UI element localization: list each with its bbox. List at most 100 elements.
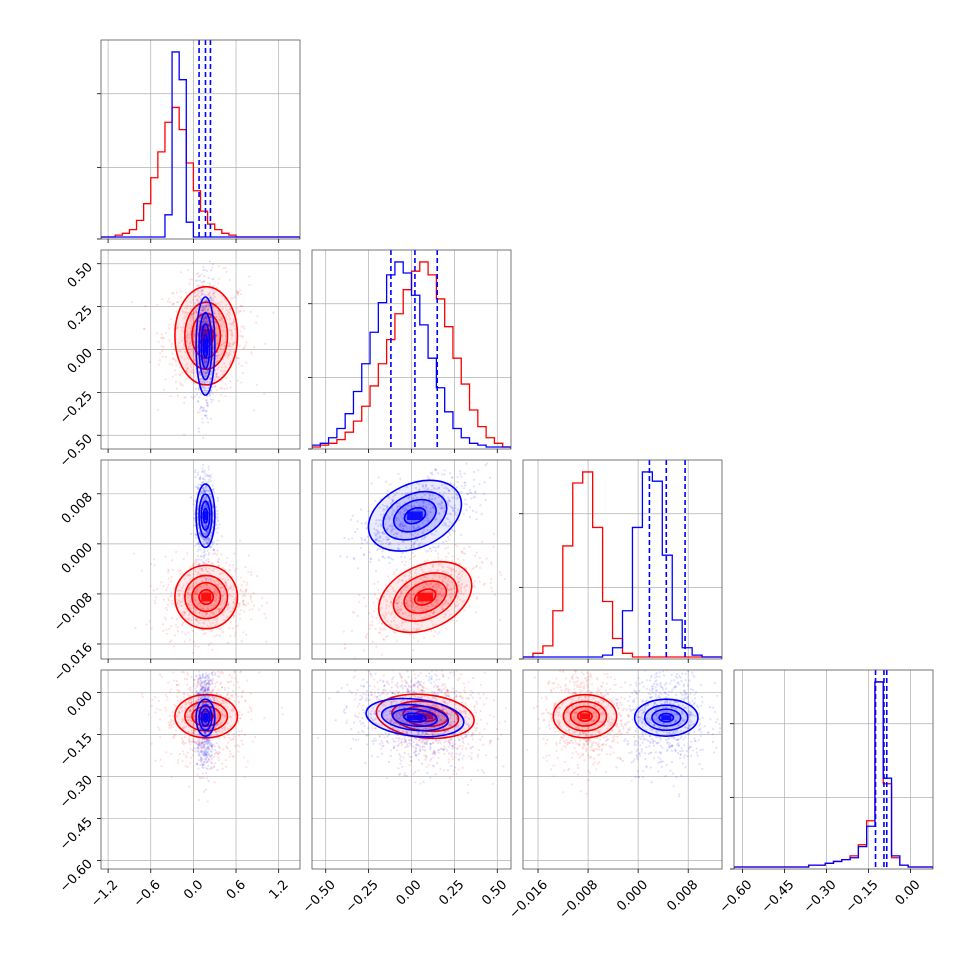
scatter-point [368, 612, 371, 615]
scatter-point [180, 604, 184, 608]
scatter-point [205, 578, 208, 581]
scatter-point [194, 485, 197, 488]
scatter-point [450, 593, 454, 596]
scatter-point [196, 554, 200, 558]
scatter-point [417, 628, 420, 631]
scatter-point [195, 592, 198, 595]
scatter-point [222, 267, 225, 270]
scatter-point [149, 585, 152, 588]
scatter-point [169, 726, 173, 729]
scatter-point [201, 649, 203, 651]
scatter-point [425, 582, 428, 585]
scatter-point [202, 370, 206, 373]
scatter-point [199, 313, 202, 316]
scatter-point [213, 745, 217, 748]
scatter-point [207, 528, 210, 531]
scatter-point [249, 595, 252, 598]
scatter-point [206, 368, 209, 372]
scatter-point [164, 331, 168, 335]
scatter-point [203, 320, 207, 323]
scatter-point [239, 334, 242, 338]
scatter-point [204, 326, 207, 330]
scatter-point [245, 633, 248, 636]
scatter-point [451, 581, 454, 584]
scatter-point [213, 567, 216, 570]
scatter-point [203, 358, 206, 361]
scatter-point [228, 317, 232, 320]
scatter-point [435, 599, 439, 602]
scatter-point [425, 550, 428, 553]
scatter-point [229, 379, 232, 383]
scatter-point [171, 352, 174, 355]
scatter-point [406, 604, 410, 607]
scatter-point [210, 580, 213, 583]
scatter-point [489, 581, 492, 584]
scatter-point [176, 589, 180, 592]
density-core-blue [203, 339, 207, 353]
scatter-point [218, 523, 221, 526]
scatter-point [411, 618, 414, 621]
scatter-point [412, 637, 416, 640]
scatter-point [431, 612, 435, 615]
scatter-point [208, 587, 211, 590]
hist-blue-1 [312, 261, 511, 449]
scatter-point [185, 336, 188, 339]
scatter-point [210, 569, 213, 572]
scatter-point [208, 768, 211, 771]
scatter-point [435, 469, 438, 472]
scatter-point [176, 325, 179, 329]
scatter-point [206, 612, 209, 615]
scatter-point [182, 696, 185, 699]
scatter-point [382, 638, 386, 641]
scatter-point [141, 695, 144, 698]
scatter-point [212, 569, 215, 572]
scatter-point [204, 299, 207, 303]
scatter-point [231, 632, 233, 634]
scatter-point [204, 410, 207, 413]
scatter-point [245, 589, 248, 592]
scatter-point [203, 408, 206, 412]
scatter-point [212, 579, 216, 582]
scatter-point [432, 546, 435, 549]
scatter-point [233, 664, 235, 666]
scatter-point [189, 496, 192, 499]
scatter-point [384, 611, 387, 614]
scatter-point [179, 382, 182, 385]
scatter-point [212, 548, 215, 551]
scatter-point [189, 342, 192, 345]
scatter-point [203, 490, 206, 493]
scatter-point [211, 398, 214, 401]
scatter-point [411, 593, 414, 597]
scatter-point [200, 304, 203, 307]
scatter-point [422, 579, 425, 582]
scatter-point [195, 298, 199, 302]
scatter-point [413, 606, 417, 610]
panel-content [101, 250, 300, 449]
scatter-point [242, 599, 245, 602]
scatter-point [172, 719, 175, 722]
scatter-point [175, 387, 178, 390]
scatter-point [195, 593, 198, 596]
scatter-point [239, 330, 242, 333]
scatter-point [410, 596, 413, 599]
scatter-point [408, 614, 411, 617]
scatter-point [238, 734, 241, 737]
scatter-point [181, 339, 184, 342]
scatter-point [195, 618, 198, 622]
scatter-point [410, 600, 413, 603]
scatter-point [206, 570, 209, 573]
scatter-point [186, 269, 189, 272]
scatter-point [207, 386, 210, 390]
scatter-point [193, 302, 197, 305]
scatter-point [206, 307, 209, 311]
scatter-point [437, 592, 440, 596]
scatter-point [457, 580, 460, 583]
scatter-point [200, 273, 203, 276]
scatter-point [217, 759, 220, 762]
scatter-point [205, 611, 208, 615]
scatter-point [205, 357, 208, 361]
scatter-point [182, 611, 185, 614]
scatter-point [186, 683, 189, 686]
scatter-point [202, 305, 205, 308]
scatter-point [222, 589, 225, 592]
